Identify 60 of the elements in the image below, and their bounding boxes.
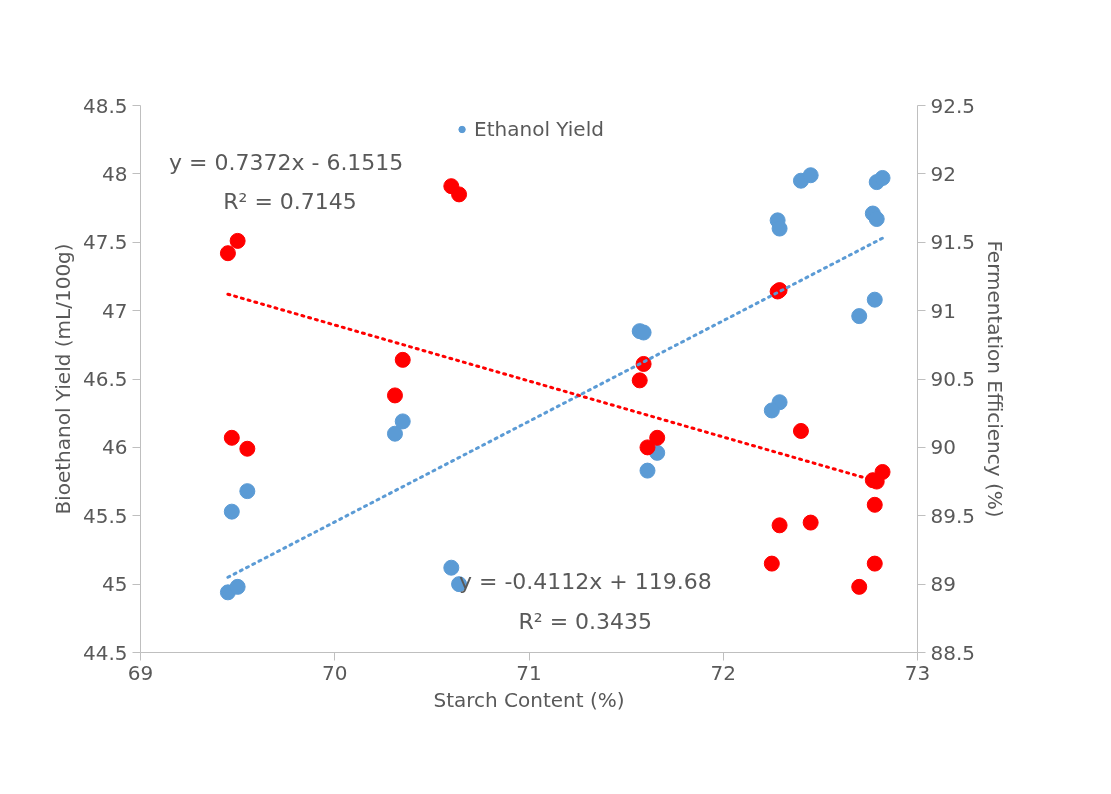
point bbox=[394, 413, 411, 430]
annotation: R² = 0.7145 bbox=[223, 188, 357, 214]
point bbox=[223, 429, 240, 446]
y-tick-label: 47.5 bbox=[82, 230, 128, 255]
x-tick-label: 72 bbox=[710, 660, 736, 685]
x-tick-label: 70 bbox=[322, 660, 348, 685]
point bbox=[219, 245, 236, 262]
point bbox=[386, 387, 403, 404]
point bbox=[866, 496, 883, 513]
x-tick-label: 71 bbox=[516, 660, 542, 685]
point bbox=[386, 425, 403, 442]
y-axis-title: Bioethanol Yield (mL/100g) bbox=[50, 243, 75, 515]
x-tick-label: 69 bbox=[127, 660, 154, 685]
y2-tick-label: 91.5 bbox=[930, 230, 976, 255]
point bbox=[802, 514, 819, 531]
point bbox=[851, 308, 868, 325]
y-tick-label: 45.5 bbox=[82, 503, 128, 528]
y-tick-label: 45 bbox=[102, 572, 128, 597]
point bbox=[851, 578, 868, 595]
point bbox=[239, 440, 256, 457]
y-tick-label: 44.5 bbox=[82, 640, 128, 665]
y-tick-label: 46.5 bbox=[82, 367, 128, 391]
y-tick-label: 47 bbox=[102, 298, 128, 323]
y-tick-label: 46 bbox=[102, 435, 128, 460]
y2-tick-label: 91 bbox=[930, 298, 956, 323]
y2-tick-label: 90.5 bbox=[930, 367, 976, 391]
y2-tick-label: 92.5 bbox=[930, 93, 976, 118]
point bbox=[866, 291, 883, 308]
annotation: y = 0.7372x - 6.1515 bbox=[169, 150, 404, 176]
annotation: R² = 0.3435 bbox=[518, 608, 653, 634]
point bbox=[239, 483, 256, 500]
point bbox=[229, 232, 246, 249]
legend-label: Ethanol Yield bbox=[474, 117, 604, 141]
y2-tick-label: 89 bbox=[930, 572, 956, 597]
point bbox=[771, 517, 788, 534]
point bbox=[223, 503, 240, 520]
point bbox=[229, 578, 246, 595]
point bbox=[763, 402, 780, 419]
y-tick-label: 48.5 bbox=[82, 93, 128, 118]
point bbox=[866, 555, 883, 572]
point bbox=[631, 372, 648, 389]
point bbox=[763, 555, 780, 572]
y2-tick-label: 90 bbox=[930, 435, 956, 460]
y2-tick-label: 92 bbox=[930, 161, 956, 186]
point bbox=[649, 429, 666, 446]
x-tick-label: 73 bbox=[904, 660, 931, 685]
point bbox=[394, 351, 411, 368]
point bbox=[639, 462, 656, 479]
point bbox=[868, 211, 885, 227]
point bbox=[443, 559, 460, 576]
y-tick-label: 48 bbox=[102, 161, 128, 186]
y2-axis-title: Fermentation Efficiency (%) bbox=[983, 240, 1008, 518]
point bbox=[792, 422, 809, 439]
point bbox=[451, 186, 468, 203]
y2-tick-label: 88.5 bbox=[930, 640, 976, 665]
point bbox=[639, 439, 656, 456]
x-axis-title: Starch Content (%) bbox=[433, 687, 625, 712]
y2-tick-label: 89.5 bbox=[930, 503, 976, 528]
point bbox=[802, 167, 819, 184]
point bbox=[874, 169, 891, 186]
